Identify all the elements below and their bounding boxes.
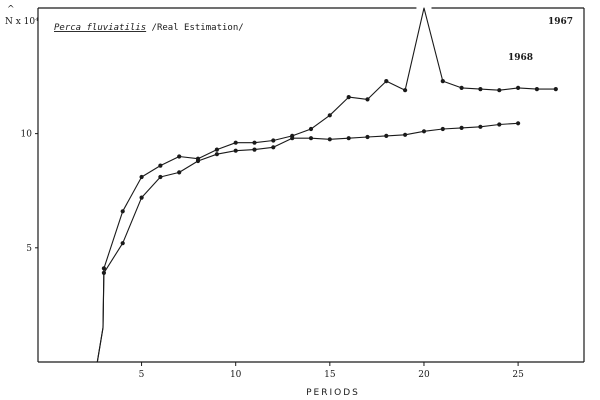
data-point-1967 xyxy=(365,97,370,102)
x-tick-label: 10 xyxy=(230,370,242,380)
data-point-1968 xyxy=(139,195,144,200)
data-point-1968 xyxy=(271,145,276,150)
data-point-1968 xyxy=(233,148,238,153)
y-tick-label: 5 xyxy=(26,244,32,254)
x-tick-label: 15 xyxy=(324,370,336,380)
data-point-1967 xyxy=(346,95,351,100)
chart-title-rest: /Real Estimation/ xyxy=(146,23,244,33)
data-point-1967 xyxy=(384,79,389,84)
data-point-1968 xyxy=(158,174,163,180)
data-point-1968 xyxy=(346,136,351,141)
series-label-1968: 1968 xyxy=(508,53,533,63)
data-point-1967 xyxy=(440,79,445,84)
data-point-1967 xyxy=(327,113,332,118)
data-point-1968 xyxy=(195,158,201,164)
data-point-1967 xyxy=(177,154,182,159)
data-point-1967 xyxy=(553,87,558,92)
data-point-1967 xyxy=(252,140,257,145)
x-tick-label: 5 xyxy=(139,370,145,380)
series-1968 xyxy=(96,121,521,363)
data-point-1967 xyxy=(308,126,314,132)
data-point-1967 xyxy=(101,266,106,271)
tick-layer: 5 10 15 20 25 5 10 xyxy=(21,130,525,380)
data-point-1968 xyxy=(101,270,106,275)
x-tick-label: 20 xyxy=(418,370,430,380)
data-point-1967 xyxy=(403,88,408,93)
data-point-1967 xyxy=(497,88,502,93)
data-point-1968 xyxy=(459,125,464,130)
data-point-1968 xyxy=(421,129,427,134)
data-point-1967 xyxy=(120,209,125,214)
data-point-1968 xyxy=(308,136,314,141)
data-point-1967 xyxy=(271,138,276,143)
data-point-1967 xyxy=(516,85,521,90)
data-point-1968 xyxy=(120,241,125,246)
series-layer xyxy=(96,7,558,363)
data-point-1968 xyxy=(252,147,257,152)
data-point-1967 xyxy=(158,163,163,168)
data-point-1967 xyxy=(534,87,540,92)
x-tick-label: 25 xyxy=(512,370,524,380)
data-point-1968 xyxy=(440,126,445,132)
data-point-1967 xyxy=(233,140,238,145)
data-point-1968 xyxy=(177,170,182,175)
data-point-1968 xyxy=(403,132,408,137)
data-point-1968 xyxy=(365,134,370,140)
series-1967 xyxy=(96,7,558,363)
data-point-1968 xyxy=(478,124,483,129)
data-point-1967 xyxy=(459,85,464,90)
data-point-1967 xyxy=(214,147,219,152)
data-point-1968 xyxy=(497,122,502,127)
data-point-1968 xyxy=(290,136,295,141)
y-tick-label: 10 xyxy=(21,130,33,140)
series-line-1967 xyxy=(96,7,556,363)
y-axis-hat: ^ xyxy=(7,5,15,15)
chart-title: Perca fluviatilis /Real Estimation/ xyxy=(54,23,244,33)
data-point-1967 xyxy=(478,87,483,92)
y-axis-label: N x 10⁴ xyxy=(5,17,39,27)
data-point-1968 xyxy=(384,133,389,138)
chart-title-species: Perca fluviatilis xyxy=(54,23,146,33)
data-point-1968 xyxy=(516,121,521,126)
data-point-1968 xyxy=(327,137,332,142)
data-point-1967 xyxy=(139,174,144,180)
series-line-1968 xyxy=(96,122,519,363)
axes-frame xyxy=(37,7,585,363)
x-axis-label: PERIODS xyxy=(306,388,360,398)
data-point-1968 xyxy=(214,152,219,157)
series-label-1967: 1967 xyxy=(548,17,573,27)
